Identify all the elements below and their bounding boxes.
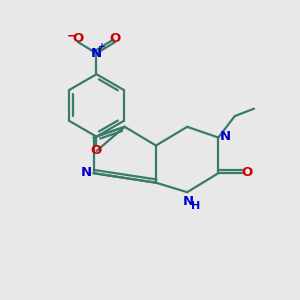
Text: O: O: [91, 144, 102, 158]
Text: −: −: [67, 29, 77, 42]
Text: O: O: [109, 32, 121, 45]
Text: O: O: [72, 32, 84, 45]
Text: N: N: [91, 47, 102, 60]
Text: H: H: [191, 202, 200, 212]
Text: N: N: [219, 130, 230, 142]
Text: N: N: [183, 195, 194, 208]
Text: +: +: [98, 42, 106, 51]
Text: O: O: [241, 166, 253, 179]
Text: N: N: [80, 166, 92, 179]
